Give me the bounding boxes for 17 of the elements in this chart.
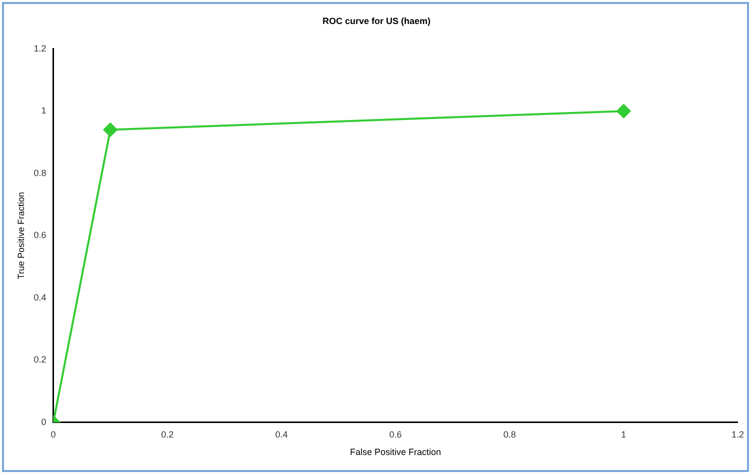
y-tick-label: 0.2 [34,354,46,365]
y-tick-label: 0.4 [34,292,46,302]
x-tick-label: 0.8 [503,429,516,440]
x-tick-label: 1.2 [731,429,744,440]
y-tick-label: 1.2 [34,43,46,54]
y-tick-label: 0.6 [34,230,46,240]
y-tick-label: 1 [41,106,46,116]
x-tick-label: 0.2 [161,429,174,440]
x-tick-label: 0 [50,429,56,440]
x-tick-label: 0.6 [389,429,402,440]
y-tick-label: 0 [41,416,46,427]
y-axis-title: True Positive Fraction [16,192,26,280]
x-tick-label: 1 [621,429,626,440]
x-tick-label: 0.4 [275,429,288,440]
y-tick-label: 0.8 [34,168,46,178]
x-axis-title: False Positive Fraction [350,447,442,458]
chart-title: ROC curve for US (haem) [322,16,431,26]
